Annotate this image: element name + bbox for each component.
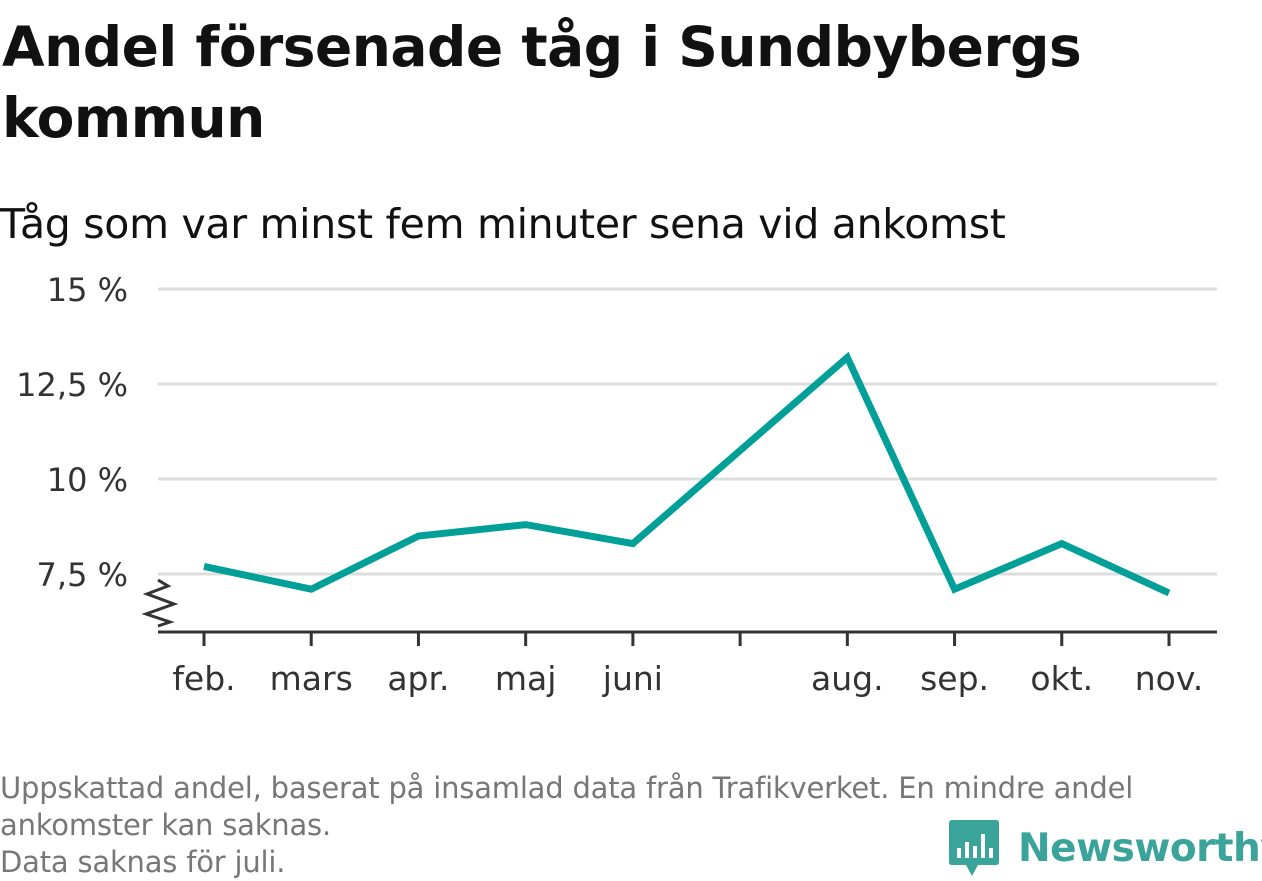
y-axis-labels: 7,5 % 10 % 12,5 % 15 %	[16, 271, 128, 594]
x-tick-label: maj	[495, 659, 557, 698]
x-tick-label: nov.	[1135, 659, 1204, 698]
y-tick-label: 10 %	[47, 461, 128, 499]
x-tick-label: okt.	[1030, 659, 1093, 698]
x-tick-label: aug.	[811, 659, 884, 698]
y-tick-label: 12,5 %	[16, 366, 128, 404]
brand-name: Newsworthy	[1018, 826, 1262, 871]
line-chart: 7,5 % 10 % 12,5 % 15 % feb. mars apr. maj juni a…	[0, 260, 1262, 710]
footnote-line: Uppskattad andel, baserat på insamlad da…	[0, 770, 1250, 807]
axis-break-symbol	[146, 580, 174, 626]
x-tick-label: apr.	[387, 659, 449, 698]
series-line	[204, 357, 1169, 593]
chart-title: Andel försenade tåg i Sundbybergs kommun	[2, 12, 1242, 154]
chart-subtitle: Tåg som var minst fem minuter sena vid a…	[0, 196, 1006, 252]
x-tick-label: sep.	[920, 659, 989, 698]
newsworthy-logo-icon	[948, 818, 1000, 878]
x-axis-labels: feb. mars apr. maj juni aug. sep. okt. nov.	[172, 659, 1203, 698]
gridlines	[158, 289, 1217, 574]
y-tick-label: 15 %	[47, 271, 128, 309]
y-tick-label: 7,5 %	[37, 556, 128, 594]
series	[204, 357, 1169, 593]
x-tick-label: juni	[602, 659, 663, 698]
brand-logo: Newsworthy	[948, 818, 1262, 878]
x-tick-label: feb.	[172, 659, 235, 698]
x-tick-label: mars	[270, 659, 353, 698]
